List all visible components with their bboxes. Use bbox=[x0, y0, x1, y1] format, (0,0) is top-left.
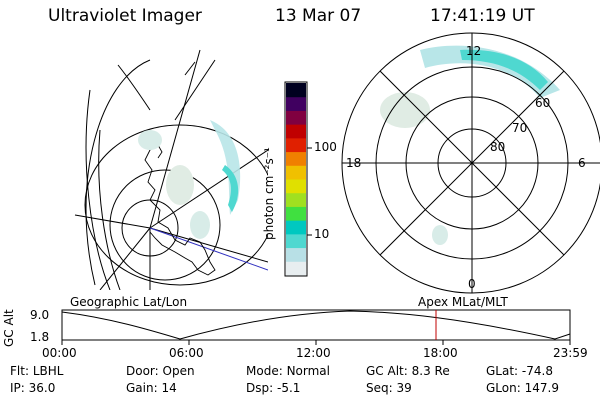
status-mode: Mode: Normal bbox=[246, 364, 330, 378]
status-gcalt: GC Alt: 8.3 Re bbox=[366, 364, 450, 378]
status-ip-value: 36.0 bbox=[28, 381, 56, 395]
status-filter: Flt: LBHL bbox=[10, 364, 64, 378]
status-glat-value: -74.8 bbox=[521, 364, 553, 378]
polar-plot bbox=[341, 32, 600, 294]
colorbar-frame bbox=[284, 81, 308, 277]
status-door-value: Open bbox=[162, 364, 195, 378]
status-gcalt-value: 8.3 Re bbox=[411, 364, 450, 378]
aurora-left bbox=[138, 120, 241, 239]
status-mode-value: Normal bbox=[286, 364, 330, 378]
status-glon-value: 147.9 bbox=[524, 381, 559, 395]
altitude-xtick-0000: 00:00 bbox=[42, 346, 77, 360]
status-gain: Gain: 14 bbox=[126, 381, 177, 395]
altitude-ylabel: GC Alt bbox=[2, 309, 16, 347]
colorbar-cell bbox=[286, 137, 306, 153]
altitude-xtick-1800: 18:00 bbox=[423, 346, 458, 360]
status-glon: GLon: 147.9 bbox=[486, 381, 559, 395]
terminator-line bbox=[149, 227, 268, 271]
colorbar-cell bbox=[286, 165, 306, 180]
colorbar-cell bbox=[286, 206, 306, 221]
status-gain-value: 14 bbox=[161, 381, 177, 395]
status-door: Door: Open bbox=[126, 364, 195, 378]
altitude-xtick-1200: 12:00 bbox=[296, 346, 331, 360]
polar-diagonal-2 bbox=[379, 70, 565, 256]
time-label: 17:41:19 UT bbox=[430, 6, 535, 26]
lat-circle-2 bbox=[85, 89, 111, 290]
coastline bbox=[144, 149, 216, 276]
mlt-label-18: 18 bbox=[346, 156, 362, 170]
status-dsp-value: -5.1 bbox=[276, 381, 301, 395]
lat-circle-outer bbox=[85, 59, 151, 286]
aurora-polar-arc bbox=[420, 45, 560, 98]
colorbar-cell bbox=[286, 233, 306, 249]
status-seq-value: 39 bbox=[396, 381, 412, 395]
meridian-5 bbox=[74, 214, 151, 229]
mlt-label-12: 12 bbox=[466, 44, 482, 58]
colorbar-label-10: 10 bbox=[314, 227, 330, 241]
colorbar-cell bbox=[286, 96, 306, 111]
colorbar-cell bbox=[286, 83, 306, 98]
lat-circle-3 bbox=[98, 129, 121, 290]
mlat-label-70: 70 bbox=[512, 121, 528, 135]
mlat-label-60: 60 bbox=[535, 96, 551, 110]
mlat-label-80: 80 bbox=[490, 140, 506, 154]
status-dsp: Dsp: -5.1 bbox=[246, 381, 301, 395]
right-panel-caption: Apex MLat/MLT bbox=[418, 295, 508, 309]
colorbar-label-100: 100 bbox=[314, 140, 337, 154]
aurora-polar-core bbox=[460, 49, 548, 90]
meridian-9 bbox=[117, 64, 151, 111]
colorbar-cell bbox=[286, 192, 306, 207]
colorbar-cell bbox=[286, 124, 306, 139]
altitude-xtick-0600: 06:00 bbox=[169, 346, 204, 360]
mlt-label-6: 6 bbox=[578, 156, 586, 170]
meridian-7 bbox=[174, 59, 216, 121]
altitude-xtick-2359: 23:59 bbox=[553, 346, 588, 360]
lat-circle-inner-2 bbox=[109, 169, 221, 281]
meridian-8 bbox=[184, 61, 196, 76]
left-panel-caption: Geographic Lat/Lon bbox=[70, 295, 188, 309]
altitude-curve bbox=[61, 310, 571, 340]
altitude-frame bbox=[61, 309, 571, 341]
colorbar-cells bbox=[286, 83, 306, 276]
status-glat: GLat: -74.8 bbox=[486, 364, 553, 378]
colorbar bbox=[284, 81, 308, 277]
colorbar-cell bbox=[286, 179, 306, 194]
altitude-ytick-low: 1.8 bbox=[30, 330, 50, 344]
instrument-title: Ultraviolet Imager bbox=[48, 6, 202, 26]
meridian-3 bbox=[149, 49, 201, 229]
mlt-label-0: 0 bbox=[468, 277, 476, 291]
colorbar-cell bbox=[286, 247, 306, 262]
altitude-ytick-high: 9.0 bbox=[30, 308, 50, 322]
colorbar-cell bbox=[286, 220, 306, 235]
status-filter-value: LBHL bbox=[32, 364, 64, 378]
colorbar-unit-label: photon cm⁻²s⁻¹ bbox=[262, 147, 276, 240]
meridian-2 bbox=[149, 227, 268, 263]
colorbar-cell bbox=[286, 151, 306, 166]
meridian-1 bbox=[149, 149, 268, 229]
status-seq: Seq: 39 bbox=[366, 381, 412, 395]
altitude-plot bbox=[61, 309, 571, 345]
date-label: 13 Mar 07 bbox=[275, 6, 362, 26]
lat-circle-inner-1 bbox=[84, 124, 268, 286]
meridian-4 bbox=[99, 227, 151, 290]
colorbar-cell bbox=[286, 261, 306, 276]
colorbar-cell bbox=[286, 110, 306, 125]
status-ip: IP: 36.0 bbox=[10, 381, 56, 395]
